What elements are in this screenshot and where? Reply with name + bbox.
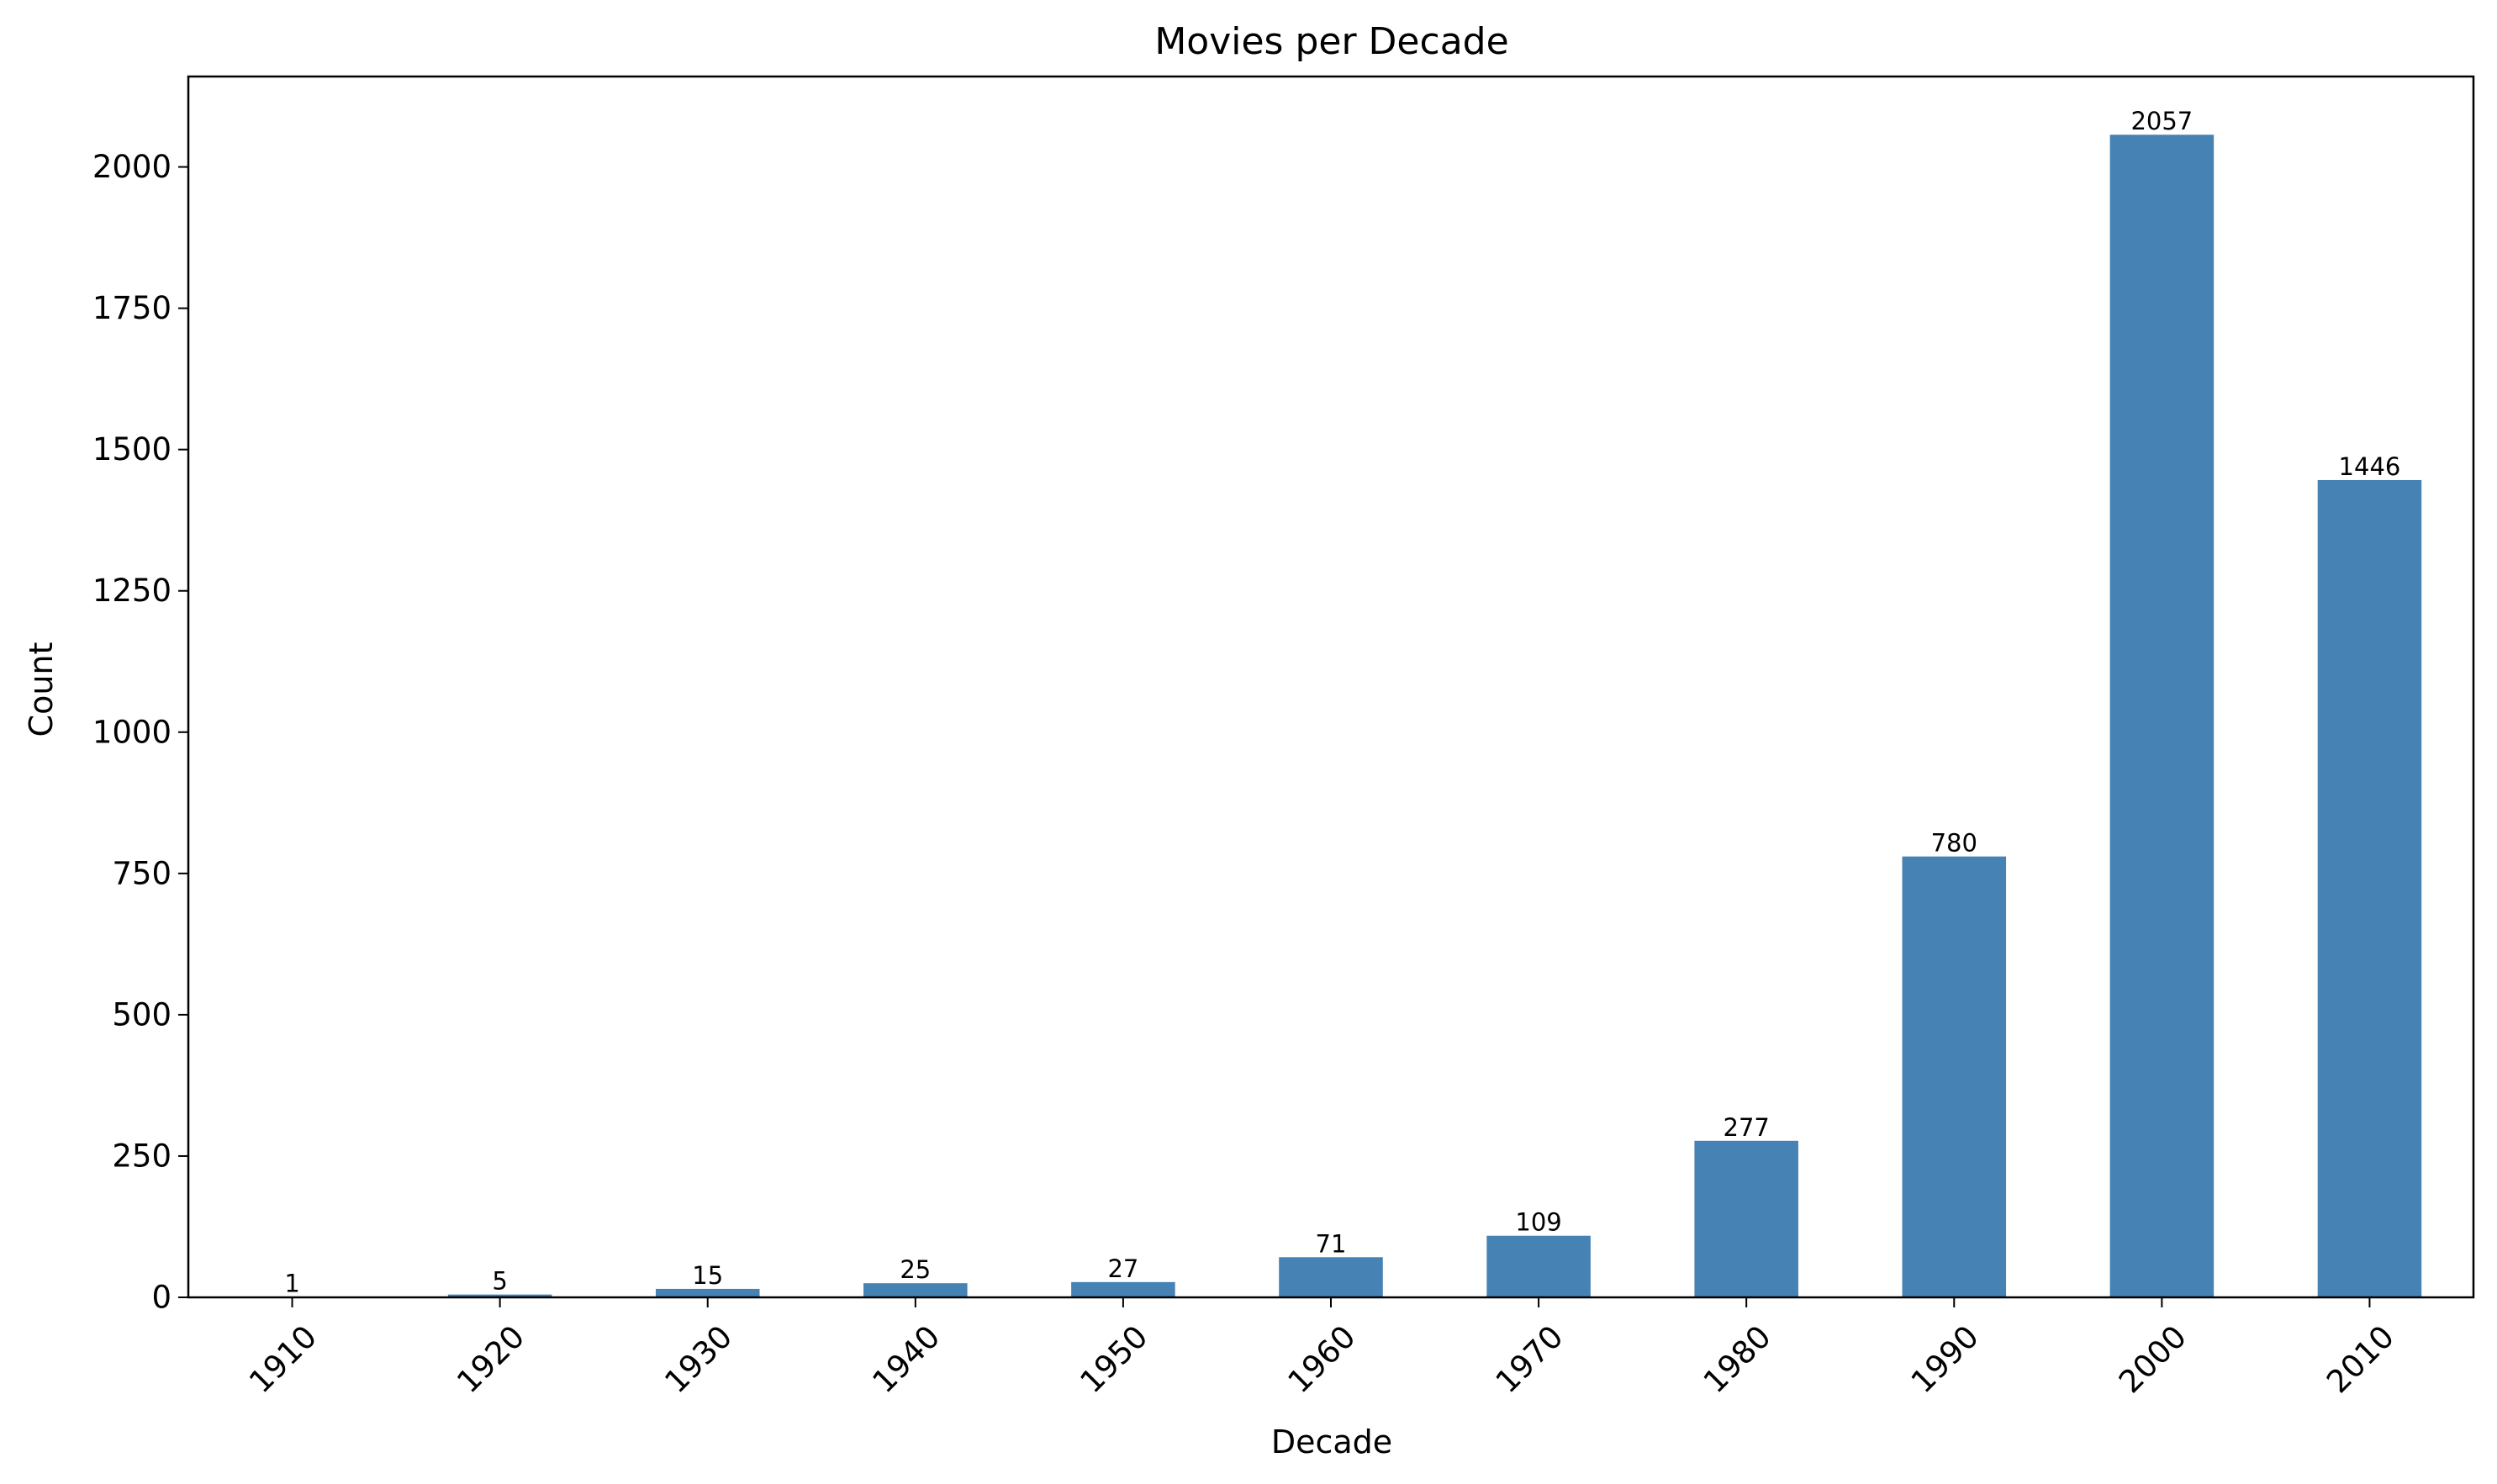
x-tick-label-1950: 1950: [1074, 1318, 1155, 1400]
bar-1970: [1486, 1235, 1591, 1297]
data-label-1970: 109: [1515, 1208, 1561, 1237]
data-label-1910: 1: [284, 1269, 299, 1297]
y-axis: 0 250 500 750 1000 1250 1500 1750 2000: [92, 149, 188, 1316]
bar-2010: [2317, 479, 2422, 1297]
x-axis: 1910 1920 1930 1940 1950 1960 1970 1980 1990 2000…: [242, 1297, 2401, 1400]
data-label-1930: 15: [692, 1261, 723, 1290]
data-label-1990: 780: [1931, 829, 1977, 858]
y-tick-label-2000: 2000: [92, 149, 172, 185]
bars-group: [240, 135, 2422, 1297]
data-label-2010: 1446: [2339, 452, 2401, 481]
x-tick-label-2010: 2010: [2320, 1318, 2401, 1400]
x-tick-label-1920: 1920: [450, 1318, 531, 1400]
bar-1960: [1279, 1257, 1383, 1297]
x-tick-label-1970: 1970: [1489, 1318, 1571, 1400]
x-tick-label-1960: 1960: [1281, 1318, 1363, 1400]
plot-frame: [187, 75, 2475, 1299]
y-tick-label-750: 750: [112, 855, 172, 891]
data-label-1960: 71: [1316, 1229, 1347, 1258]
y-tick-label-1500: 1500: [92, 431, 172, 467]
bar-1940: [863, 1283, 968, 1297]
chart-title: Movies per Decade: [1154, 20, 1508, 63]
y-tick-label-0: 0: [151, 1280, 172, 1316]
x-tick-label-1940: 1940: [865, 1318, 947, 1400]
x-tick-label-1930: 1930: [657, 1318, 739, 1400]
x-tick-label-1980: 1980: [1697, 1318, 1778, 1400]
x-tick-label-1990: 1990: [1904, 1318, 1986, 1400]
bar-1950: [1071, 1281, 1175, 1297]
bar-1930: [655, 1288, 760, 1297]
data-label-2000: 2057: [2130, 107, 2193, 135]
data-label-1920: 5: [492, 1267, 507, 1296]
y-axis-label: Count: [23, 642, 60, 737]
bar-2000: [2109, 135, 2215, 1297]
bar-1990: [1902, 856, 2007, 1297]
x-tick-label-2000: 2000: [2112, 1318, 2193, 1400]
y-tick-label-1750: 1750: [92, 290, 172, 326]
y-tick-label-250: 250: [112, 1138, 172, 1174]
data-label-1950: 27: [1107, 1254, 1138, 1283]
x-axis-label: Decade: [1271, 1423, 1392, 1460]
bar-1980: [1694, 1140, 1798, 1297]
y-tick-label-1000: 1000: [92, 714, 172, 750]
bar-1920: [447, 1294, 552, 1297]
y-tick-label-1250: 1250: [92, 573, 172, 609]
x-tick-label-1910: 1910: [242, 1318, 324, 1400]
data-label-1940: 25: [900, 1255, 931, 1284]
y-tick-label-500: 500: [112, 996, 172, 1032]
data-label-1980: 277: [1724, 1113, 1770, 1142]
